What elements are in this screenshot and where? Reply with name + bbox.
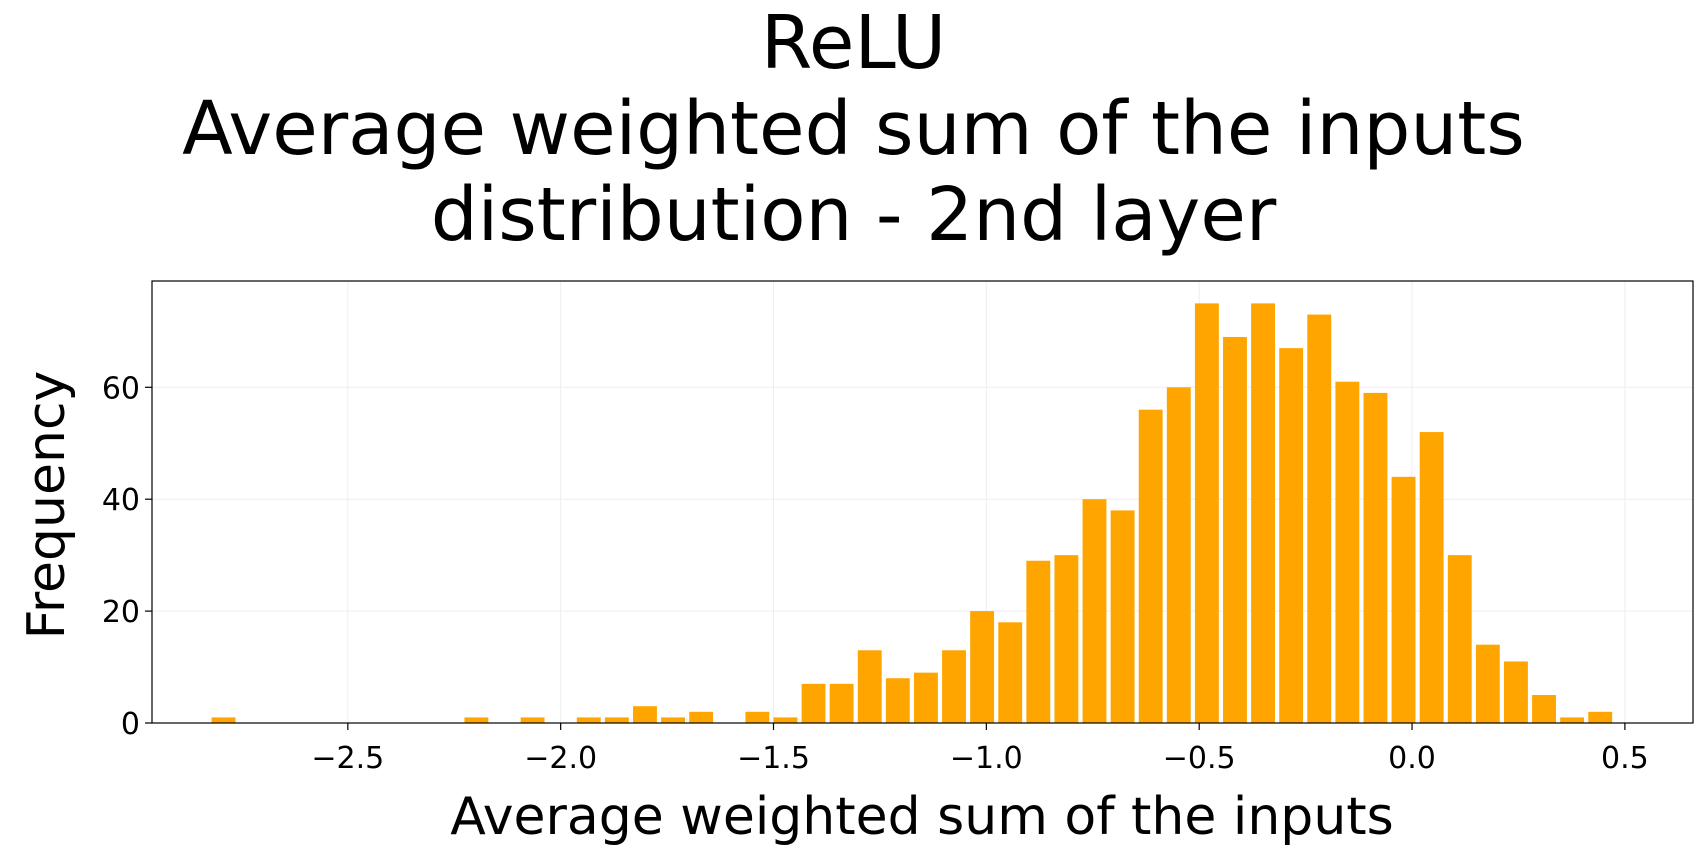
- chart-title: ReLU Average weighted sum of the inputs …: [0, 0, 1707, 258]
- plot-frame: [151, 280, 1694, 724]
- histogram-bar: [998, 622, 1023, 723]
- histogram-bar: [773, 717, 798, 723]
- histogram-bar: [745, 711, 770, 723]
- histogram-bar: [1419, 432, 1444, 723]
- chart-title-line-1: ReLU: [760, 0, 947, 86]
- histogram-bar: [1279, 348, 1304, 723]
- histogram-bar: [801, 683, 826, 723]
- histogram-bar: [1560, 717, 1585, 723]
- histogram-bar: [1110, 510, 1135, 723]
- histogram-bar: [604, 717, 629, 723]
- histogram-bar: [1363, 392, 1388, 723]
- x-tick-label: 0.0: [1388, 741, 1436, 776]
- histogram-bar: [1335, 381, 1360, 723]
- x-tick-label: −2.0: [524, 741, 597, 776]
- histogram-bar: [1447, 555, 1472, 723]
- x-tick-label: −2.5: [311, 741, 384, 776]
- chart-title-line-3: distribution - 2nd layer: [430, 172, 1277, 258]
- y-axis-label: Frequency: [17, 371, 77, 640]
- histogram-bar: [1532, 695, 1556, 723]
- histogram-bar: [661, 717, 686, 723]
- histogram-bar: [464, 717, 489, 723]
- y-axis-ticks: 0 20 40 60: [102, 371, 152, 742]
- histogram-bar: [1503, 661, 1528, 723]
- y-tick-label: 40: [102, 483, 140, 518]
- x-axis-label: Average weighted sum of the inputs: [450, 787, 1394, 847]
- histogram-bar: [1588, 711, 1613, 723]
- histogram-bar: [942, 650, 966, 723]
- x-tick-label: −1.0: [950, 741, 1023, 776]
- chart-title-line-2: Average weighted sum of the inputs: [182, 86, 1525, 172]
- histogram-bar: [970, 611, 995, 723]
- histogram-bar: [1307, 314, 1332, 723]
- histogram-bar: [857, 650, 882, 723]
- histogram-bar: [211, 717, 236, 723]
- histogram-bar: [1475, 644, 1500, 723]
- histogram-bar: [689, 711, 714, 723]
- histogram-bar: [913, 672, 938, 723]
- histogram-bar: [885, 678, 910, 723]
- y-tick-label: 60: [102, 371, 140, 406]
- x-tick-label: 0.5: [1601, 741, 1649, 776]
- histogram-bar: [1391, 476, 1416, 723]
- histogram-bar: [1026, 560, 1051, 723]
- histogram-bar: [1251, 303, 1276, 723]
- histogram-bar: [1223, 336, 1247, 723]
- histogram-bar: [1194, 303, 1219, 723]
- x-tick-label: −0.5: [1163, 741, 1236, 776]
- histogram-bar: [1138, 409, 1163, 723]
- bars: [211, 303, 1613, 723]
- histogram-bar: [1166, 387, 1191, 723]
- histogram-bar: [633, 706, 657, 723]
- histogram-bar: [576, 717, 601, 723]
- histogram-bar: [829, 683, 854, 723]
- y-tick-label: 20: [102, 595, 140, 630]
- x-axis-ticks: −2.5 −2.0 −1.5 −1.0 −0.5 0.0 0.5: [311, 723, 1649, 776]
- histogram-bar: [520, 717, 545, 723]
- y-tick-label: 0: [121, 707, 140, 742]
- x-tick-label: −1.5: [737, 741, 810, 776]
- histogram-bar: [1082, 499, 1107, 723]
- histogram-bar: [1054, 555, 1079, 723]
